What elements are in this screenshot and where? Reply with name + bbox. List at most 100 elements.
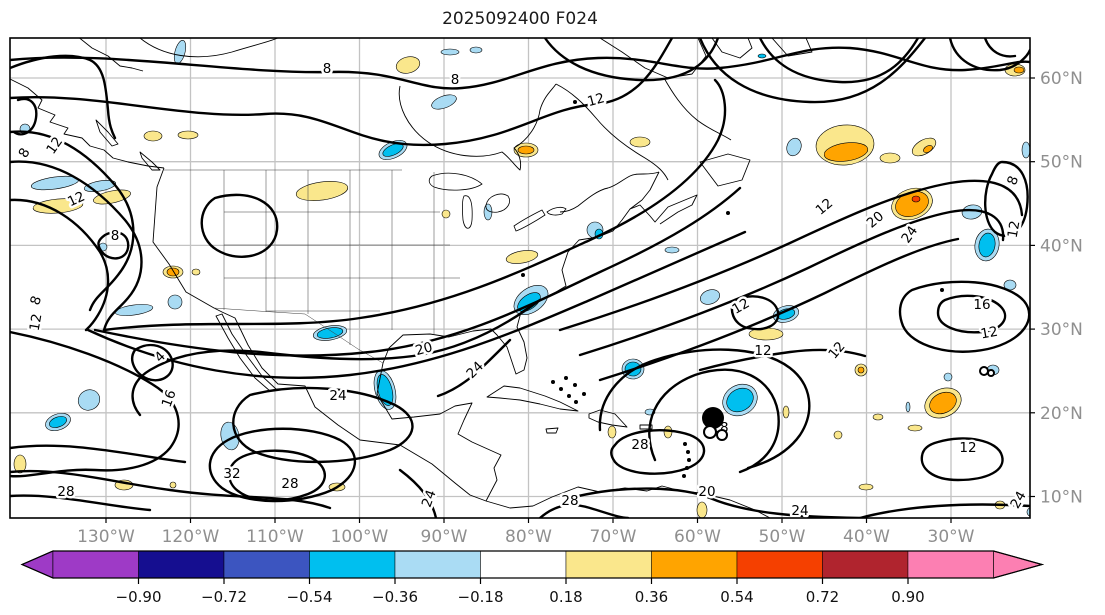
anomaly-patch [907, 424, 923, 432]
contour-label: 24 [329, 388, 346, 404]
anomaly-patch [382, 143, 404, 157]
axis-tick-labels: 130°W 120°W 110°W 100°W 90°W 80°W 70°W 60°W 50°W… [77, 69, 1083, 547]
colorbar: −0.90 −0.72 −0.54 −0.36 −0.18 0.18 0.36 0.54 0.7… [20, 550, 1045, 606]
anomaly-patch [166, 267, 180, 277]
contour-line [10, 330, 180, 478]
island-dot [686, 450, 690, 454]
contour-label: 24 [463, 358, 486, 381]
anomaly-patch [833, 430, 843, 440]
y-tick-label: 40°N [1040, 236, 1083, 256]
x-tick-label: 120°W [162, 527, 220, 547]
coastline [78, 38, 144, 72]
contour-line [12, 97, 38, 136]
contour-line [86, 230, 747, 380]
coastline [139, 38, 279, 58]
x-tick-label: 30°W [928, 527, 975, 547]
anomaly-patch [857, 366, 865, 374]
contour-line [10, 46, 1030, 90]
colorbar-tick-label: −0.90 [116, 588, 162, 606]
island-dot [940, 288, 944, 292]
x-tick-label: 80°W [505, 527, 552, 547]
contour-line [598, 237, 960, 382]
contour-line [983, 38, 1017, 58]
small-closed-contour [716, 429, 728, 441]
contour-line [538, 503, 630, 518]
anomaly-patch [1013, 66, 1025, 74]
colorbar-segment [138, 550, 225, 579]
colorbar-tick-label: 0.90 [891, 588, 924, 606]
political-border [213, 307, 384, 364]
colorbar-outline [20, 550, 1045, 579]
anomaly-patch [929, 391, 957, 415]
anomaly-patch [177, 130, 199, 140]
map-frame [9, 37, 1035, 523]
island-dot [551, 380, 555, 384]
contour-line [598, 348, 811, 470]
island-dot [573, 100, 577, 104]
coastline [95, 119, 119, 147]
contour-label: 12 [43, 134, 66, 157]
anomaly-patch [431, 94, 457, 110]
anomaly-patch [700, 289, 720, 305]
contour-label: 8 [111, 228, 120, 244]
contour-line [983, 160, 1029, 238]
small-closed-contour [979, 366, 989, 376]
lake-outline [546, 206, 567, 216]
contour-label: 12 [754, 343, 771, 359]
anomaly-patch [872, 413, 884, 421]
anomaly-patch [923, 145, 933, 153]
anomaly-patch [316, 327, 344, 339]
coastline [139, 151, 161, 171]
contour-label: 12 [959, 440, 976, 456]
x-tick-label: 90°W [421, 527, 468, 547]
contour-line [758, 38, 920, 84]
island-dot [687, 458, 691, 462]
x-tick-label: 110°W [246, 527, 304, 547]
contour-line [558, 179, 1024, 332]
colorbar-tick-label: 0.72 [806, 588, 839, 606]
shaded-anomaly-patches [13, 40, 1030, 518]
contour-label: 24 [1007, 489, 1029, 512]
contour-line [10, 130, 135, 312]
contour-line [10, 160, 143, 332]
coastline [639, 424, 653, 430]
tropical-cyclone-position [702, 407, 724, 429]
coastline [771, 38, 813, 57]
island-dot [521, 273, 525, 277]
anomaly-patch [663, 425, 673, 439]
coastline [486, 385, 579, 412]
contour-line [10, 54, 117, 140]
coastline [10, 78, 165, 169]
island-dot [564, 376, 568, 380]
anomaly-patch [978, 232, 996, 258]
contour-label: 20 [864, 208, 887, 231]
contour-line [97, 231, 130, 260]
contour-line [208, 427, 357, 503]
coastline [545, 427, 559, 434]
contour-label: 8 [451, 72, 460, 88]
x-tick-label: 100°W [331, 527, 389, 547]
coastline [555, 83, 669, 181]
contour-line [10, 444, 187, 464]
x-tick-label: 40°W [843, 527, 890, 547]
contour-label: 12 [586, 90, 607, 110]
lake-outline [461, 195, 473, 229]
contour-line [10, 38, 674, 147]
colorbar-tick-label: −0.18 [458, 588, 504, 606]
contour-label: 8 [1004, 174, 1022, 188]
anomaly-patch [169, 481, 177, 489]
contour-line [436, 338, 512, 398]
anomaly-patch [191, 268, 201, 276]
colorbar-segment [480, 550, 567, 579]
contour-label: 28 [57, 484, 74, 500]
contour-label: 20 [414, 339, 435, 359]
small-closed-contour [703, 425, 717, 439]
storm-marker-group [702, 366, 995, 441]
contour-label: 12 [979, 324, 999, 343]
anomaly-patch [696, 501, 708, 518]
contour-line [698, 38, 927, 104]
island-dot [567, 394, 571, 398]
colorbar-segment [822, 550, 909, 579]
contour-line [730, 295, 780, 331]
island-dot [559, 387, 563, 391]
